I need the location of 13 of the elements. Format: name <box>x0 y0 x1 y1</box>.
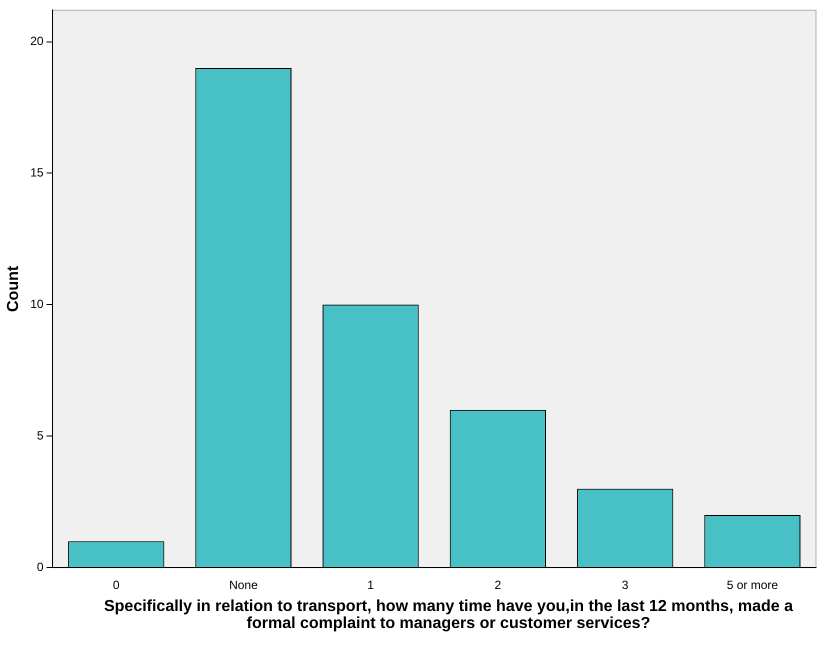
y-tick-label: 10 <box>30 296 44 311</box>
y-tick-label: 20 <box>30 34 44 48</box>
y-tick-label: 5 <box>36 428 44 442</box>
y-tick-label: 15 <box>30 166 44 180</box>
x-tick-label: 5 or more <box>726 578 778 592</box>
x-tick-label: 2 <box>494 578 502 592</box>
x-axis-title: Specifically in relation to transport, how many time have you,in the last 12 months, made a formal complaint to managers or customer services? <box>102 598 794 632</box>
x-tick-label: 1 <box>367 578 374 592</box>
x-tick-label: 0 <box>112 578 120 592</box>
y-axis-title: Count <box>5 265 22 312</box>
x-tick-label: 3 <box>622 578 629 592</box>
y-tick-label: 0 <box>36 560 44 574</box>
x-tick-label: None <box>229 578 258 592</box>
